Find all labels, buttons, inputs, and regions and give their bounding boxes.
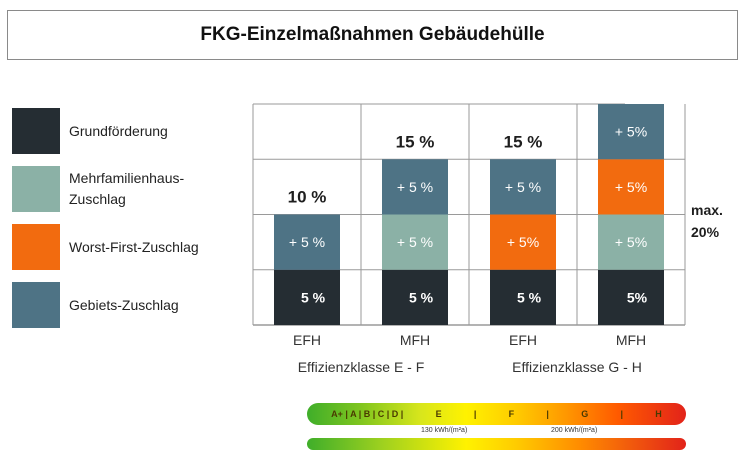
efficiency-class-label: F	[508, 409, 515, 419]
bar-segment	[598, 214, 664, 270]
legend-label: Grundförderung	[69, 122, 168, 139]
efficiency-class-label: |	[620, 409, 624, 419]
efficiency-gradient-bar	[307, 438, 686, 450]
efficiency-class-bar: A+ | A | B | C | D | E | F | G | H	[307, 403, 686, 425]
efficiency-class-label: H	[655, 409, 662, 419]
bar-segment	[598, 104, 664, 160]
bar-segment	[382, 159, 448, 215]
bar-segment	[274, 214, 340, 270]
legend-item: Gebiets-Zuschlag	[12, 282, 179, 328]
x-tick-label: EFH	[509, 332, 537, 348]
group-label: Effizienzklasse G - H	[512, 359, 642, 375]
bar-segment	[382, 214, 448, 270]
bar-segment-label: + 5%	[615, 179, 647, 195]
bar-segment-label: + 5%	[615, 124, 647, 140]
bar-segment-label: 5 %	[301, 289, 326, 305]
bar-segment	[490, 159, 556, 215]
x-tick-label: MFH	[616, 332, 646, 348]
max-annotation: max.	[691, 202, 723, 218]
legend-item: Grundförderung	[12, 108, 168, 154]
kwh-markers: 130 kWh/(m²a) 200 kWh/(m²a)	[307, 425, 686, 438]
group-label: Effizienzklasse E - F	[298, 359, 425, 375]
bar-segment	[598, 269, 664, 325]
bar-total-label: 15 %	[396, 132, 435, 151]
bar-segment	[490, 269, 556, 325]
energy-efficiency-scale: A+ | A | B | C | D | E | F | G | H 130 kWh/(m²a…	[307, 403, 686, 450]
bar-segment-label: + 5%	[615, 234, 647, 250]
bar-segment	[382, 269, 448, 325]
bar-segment-label: + 5 %	[397, 179, 433, 195]
x-tick-label: MFH	[400, 332, 430, 348]
efficiency-class-label: G	[581, 409, 589, 419]
bar-total-label: 15 %	[504, 132, 543, 151]
bar-segment-label: 5 %	[517, 289, 542, 305]
bar-total-label: 10 %	[288, 188, 327, 207]
bar-segment	[274, 269, 340, 325]
legend-label: Mehrfamilienhaus- Zuschlag	[69, 170, 185, 207]
bar-segment-label: 5%	[627, 289, 648, 305]
x-tick-label: EFH	[293, 332, 321, 348]
bar-segment	[490, 214, 556, 270]
kwh-200-label: 200 kWh/(m²a)	[551, 427, 598, 434]
bar-segment-label: + 5 %	[289, 234, 325, 250]
bar-segment-label: + 5 %	[505, 179, 541, 195]
legend-item: Worst-First-Zuschlag	[12, 224, 199, 270]
max-annotation: 20%	[691, 224, 720, 240]
efficiency-class-label: E	[435, 409, 442, 419]
efficiency-class-label: A+ | A | B | C | D |	[331, 409, 404, 419]
bar-segment-label: 5 %	[409, 289, 434, 305]
page-title: FKG-Einzelmaßnahmen Gebäudehülle	[7, 10, 738, 60]
legend-label: Gebiets-Zuschlag	[69, 296, 179, 313]
bar-segment-label: + 5 %	[397, 234, 433, 250]
efficiency-class-label: |	[546, 409, 549, 419]
legend-item: Mehrfamilienhaus- Zuschlag	[12, 166, 184, 212]
legend-swatch	[12, 282, 60, 328]
legend-swatch	[12, 224, 60, 270]
efficiency-class-label: |	[473, 409, 477, 419]
bar-segment-label: + 5%	[507, 234, 539, 250]
bar-segment	[598, 159, 664, 215]
legend-swatch	[12, 108, 60, 154]
kwh-130-label: 130 kWh/(m²a)	[421, 427, 468, 434]
legend-label: Worst-First-Zuschlag	[69, 238, 199, 255]
legend-swatch	[12, 166, 60, 212]
